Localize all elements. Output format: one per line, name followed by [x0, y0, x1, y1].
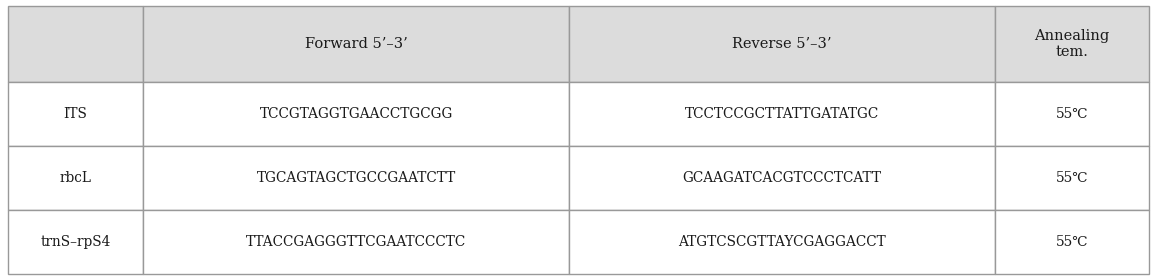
Text: TGCAGTAGCTGCCGAATCTT: TGCAGTAGCTGCCGAATCTT	[257, 171, 456, 185]
Text: TCCTCCGCTTATTGATATGC: TCCTCCGCTTATTGATATGC	[685, 107, 879, 121]
Bar	[143, 6, 569, 82]
Bar	[143, 146, 569, 210]
Bar	[995, 210, 1148, 274]
Bar	[995, 82, 1148, 146]
Text: GCAAGATCACGTCCCTCATT: GCAAGATCACGTCCCTCATT	[683, 171, 882, 185]
Text: TCCGTAGGTGAACCTGCGG: TCCGTAGGTGAACCTGCGG	[259, 107, 453, 121]
Text: Annealing
tem.: Annealing tem.	[1035, 29, 1110, 59]
Text: rbcL: rbcL	[60, 171, 91, 185]
Bar	[8, 146, 143, 210]
Text: trnS–rpS4: trnS–rpS4	[41, 235, 111, 249]
Text: ATGTCSCGTTAYCGAGGACCT: ATGTCSCGTTAYCGAGGACCT	[678, 235, 886, 249]
Text: Forward 5’–3’: Forward 5’–3’	[305, 37, 408, 51]
Bar	[569, 6, 995, 82]
Bar	[995, 146, 1148, 210]
Bar	[569, 82, 995, 146]
Text: Reverse 5’–3’: Reverse 5’–3’	[732, 37, 832, 51]
Bar	[8, 210, 143, 274]
Text: ITS: ITS	[63, 107, 88, 121]
Bar	[8, 6, 143, 82]
Bar	[8, 82, 143, 146]
Bar	[569, 146, 995, 210]
Text: 55℃: 55℃	[1056, 235, 1089, 249]
Bar	[143, 82, 569, 146]
Bar	[569, 210, 995, 274]
Bar	[143, 210, 569, 274]
Text: TTACCGAGGGTTCGAATCCCTC: TTACCGAGGGTTCGAATCCCTC	[246, 235, 467, 249]
Text: 55℃: 55℃	[1056, 171, 1089, 185]
Text: 55℃: 55℃	[1056, 107, 1089, 121]
Bar	[995, 6, 1148, 82]
